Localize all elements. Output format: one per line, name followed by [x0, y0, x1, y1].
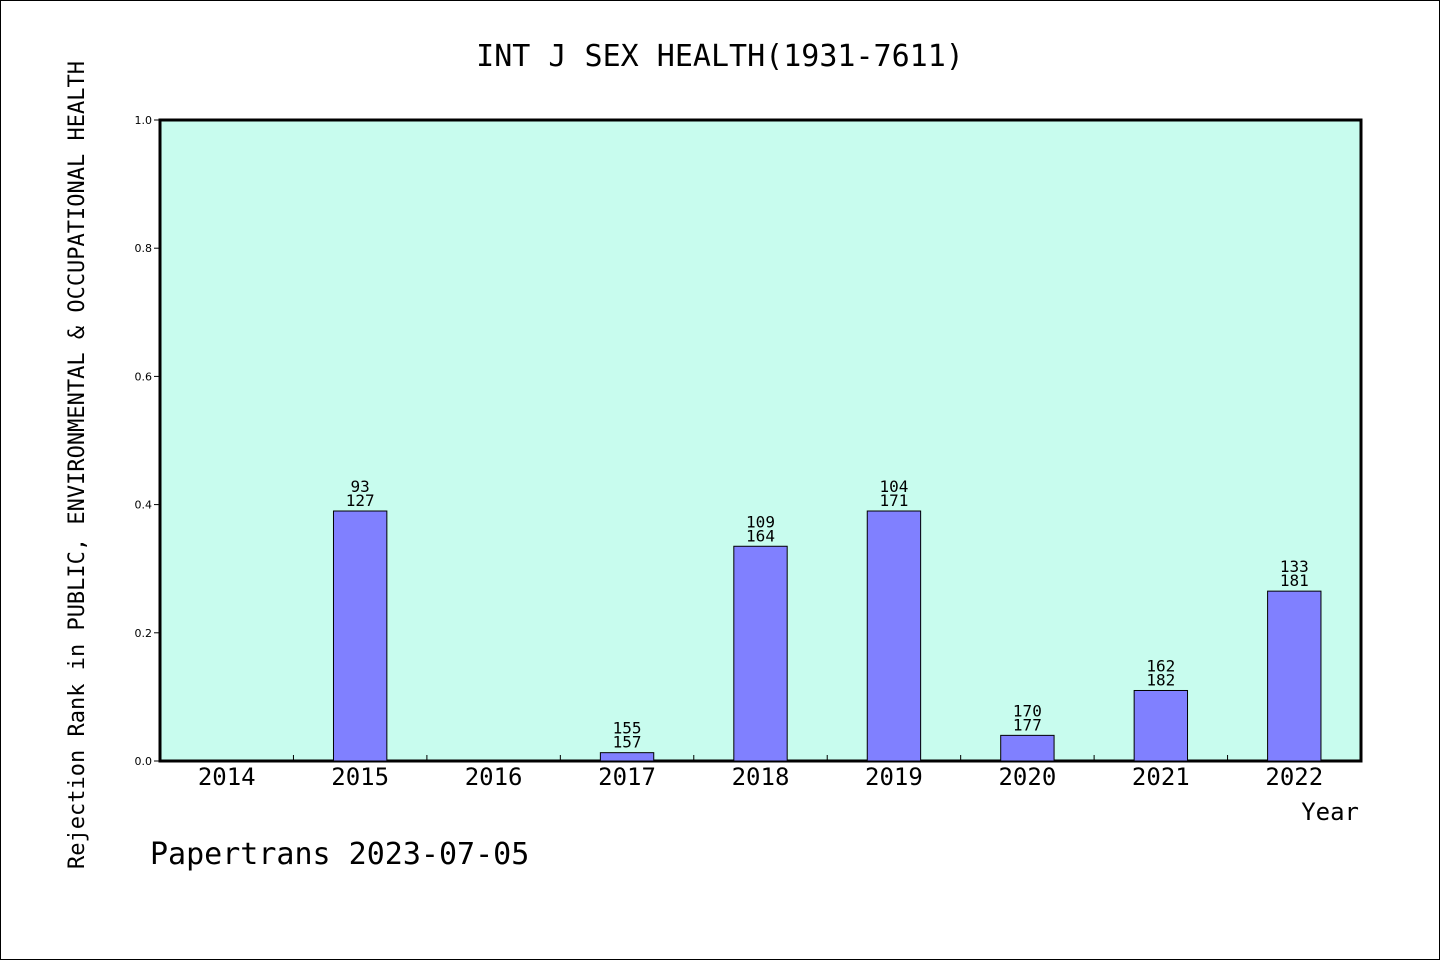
y-axis-label: Rejection Rank in PUBLIC, ENVIRONMENTAL … — [65, 61, 90, 869]
y-tick-label-5: 1.0 — [135, 114, 153, 127]
x-tick-label-2020: 2020 — [998, 763, 1056, 791]
x-tick-label-2016: 2016 — [465, 763, 523, 791]
x-tick-label-2018: 2018 — [732, 763, 790, 791]
bar-label-bottom-2020: 177 — [1013, 715, 1042, 734]
bar-label-bottom-2015: 127 — [346, 491, 375, 510]
bar-label-top-2018: 109 — [746, 512, 775, 531]
chart-title: INT J SEX HEALTH(1931-7611) — [476, 39, 964, 74]
x-tick-label-2021: 2021 — [1132, 763, 1190, 791]
bar-label-bottom-2022: 181 — [1280, 571, 1309, 590]
y-tick-label-3: 0.6 — [135, 370, 153, 383]
bar-2021 — [1133, 689, 1189, 762]
bar-2015 — [332, 510, 388, 762]
y-tick-label-1: 0.2 — [135, 627, 153, 640]
bar-2017 — [599, 752, 655, 762]
bar-label-top-2021: 162 — [1146, 656, 1175, 675]
bar-label-top-2015: 93 — [351, 477, 370, 496]
x-axis: 2014 2015 2016 2017 2018 2019 2020 2021 2022 — [198, 755, 1323, 791]
bar-2022 — [1267, 590, 1322, 762]
x-tick-label-2015: 2015 — [331, 763, 389, 791]
bar-label-top-2020: 170 — [1013, 701, 1042, 720]
y-tick-label-0: 0.0 — [135, 755, 153, 768]
x-tick-label-2014: 2014 — [198, 763, 256, 791]
x-axis-label: Year — [1301, 798, 1359, 826]
y-axis: 0.0 0.2 0.4 0.6 0.8 1.0 — [135, 114, 160, 768]
x-tick-label-2022: 2022 — [1265, 763, 1323, 791]
y-tick-label-2: 0.4 — [135, 499, 153, 512]
bar-label-bottom-2019: 171 — [879, 491, 908, 510]
bar-2020 — [1000, 734, 1055, 762]
bar-label-bottom-2018: 164 — [746, 526, 775, 545]
bar-label-bottom-2017: 157 — [613, 733, 642, 752]
bar-label-top-2017: 155 — [613, 719, 642, 738]
footer-source: Papertrans 2023-07-05 — [150, 837, 529, 872]
bar-2018 — [733, 545, 788, 762]
bar-label-top-2019: 104 — [879, 477, 908, 496]
bar-label-bottom-2021: 182 — [1146, 670, 1175, 689]
x-tick-label-2019: 2019 — [865, 763, 923, 791]
x-tick-label-2017: 2017 — [598, 763, 656, 791]
bar-label-top-2022: 133 — [1280, 557, 1309, 576]
bar-2019 — [866, 510, 922, 762]
y-tick-label-4: 0.8 — [135, 242, 153, 255]
